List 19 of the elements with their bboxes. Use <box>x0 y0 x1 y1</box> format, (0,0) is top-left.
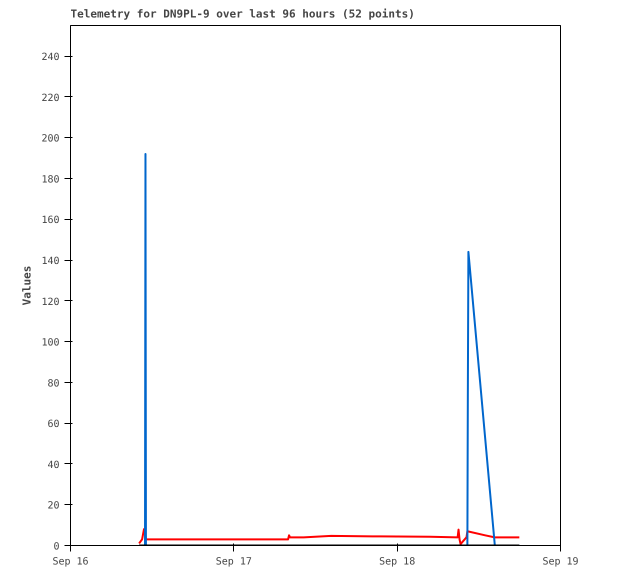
y-tick-label: 20 <box>47 500 60 512</box>
x-tick-label: Sep 19 <box>542 556 579 568</box>
x-tick-label: Sep 17 <box>216 556 252 568</box>
y-tick-label: 0 <box>53 542 60 552</box>
chart-title: Telemetry for DN9PL-9 over last 96 hours (52 points) <box>70 8 415 20</box>
y-tick-label: 240 <box>41 52 60 64</box>
y-tick-label: 200 <box>41 134 60 145</box>
y-tick-label: 220 <box>41 92 60 104</box>
y-tick-label: 40 <box>47 460 60 471</box>
y-tick-label: 140 <box>41 256 60 268</box>
y-tick-label: 100 <box>41 338 60 349</box>
y-tick-label: 80 <box>47 378 60 390</box>
y-tick-label: 120 <box>41 296 60 308</box>
y-axis-title: Values <box>20 266 34 306</box>
x-tick-label: Sep 18 <box>379 556 416 568</box>
x-tick-label: Sep 16 <box>52 556 89 568</box>
y-tick-label: 180 <box>41 174 60 186</box>
y-tick-label: 60 <box>47 419 60 430</box>
y-tick-label: 160 <box>41 215 60 226</box>
